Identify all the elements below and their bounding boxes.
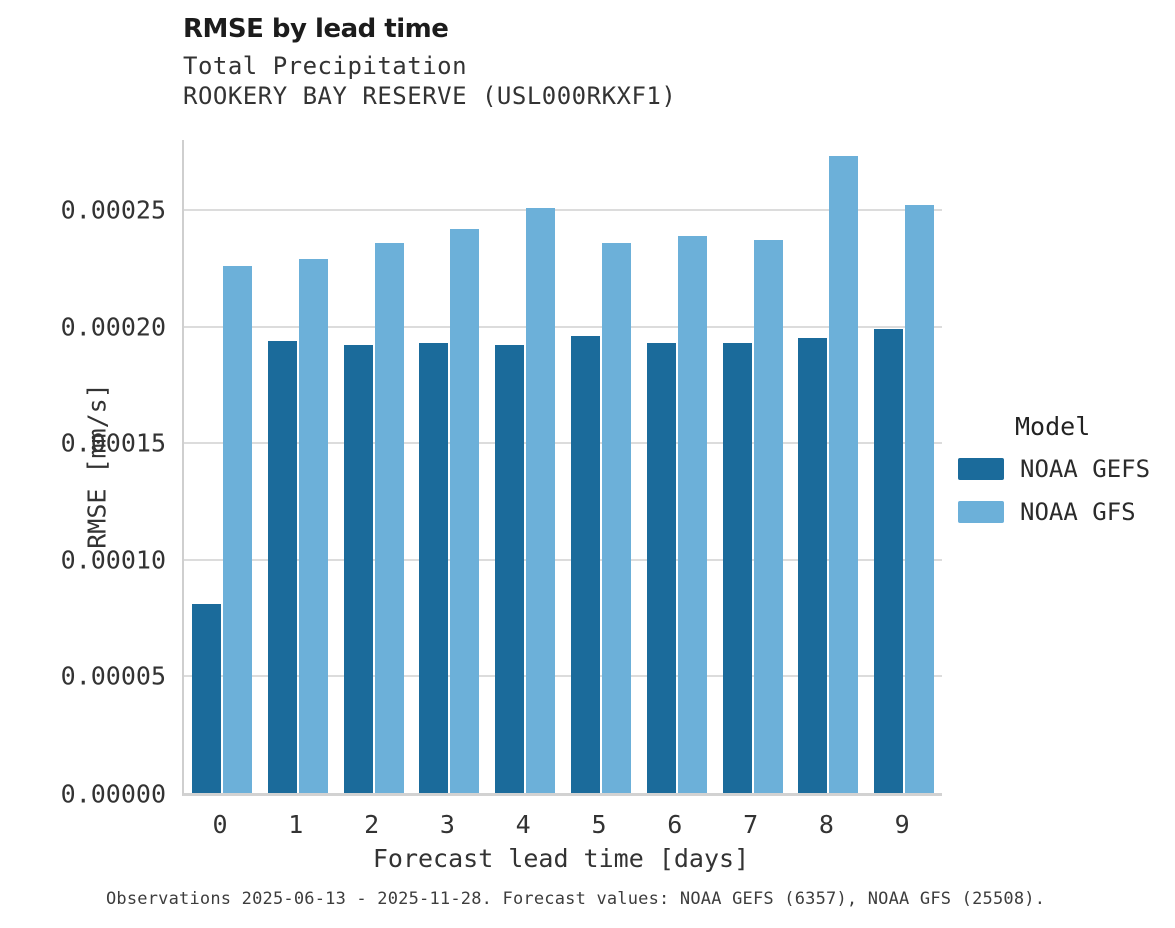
legend-label: NOAA GEFS xyxy=(1020,455,1151,483)
bar-noaa-gefs-day3 xyxy=(419,342,448,793)
legend-swatch-icon xyxy=(958,458,1004,480)
gridline-0.00020 xyxy=(184,325,942,328)
x-tick-label-8: 8 xyxy=(818,810,834,839)
bar-noaa-gfs-day4 xyxy=(526,207,555,793)
bar-noaa-gefs-day5 xyxy=(571,335,600,793)
bar-noaa-gefs-day1 xyxy=(268,340,297,793)
bar-noaa-gefs-day8 xyxy=(798,338,827,793)
x-tick-label-1: 1 xyxy=(288,810,304,839)
bar-noaa-gfs-day7 xyxy=(754,240,783,793)
legend-entry-noaa-gefs: NOAA GEFS xyxy=(958,455,1150,483)
y-axis-title: RMSE [mm/s] xyxy=(82,383,112,549)
bar-noaa-gfs-day6 xyxy=(678,235,707,793)
x-tick-label-6: 6 xyxy=(667,810,683,839)
bar-noaa-gefs-day2 xyxy=(344,345,373,793)
y-tick-label-0.00025: 0.00025 xyxy=(60,195,166,225)
chart-title: RMSE by lead time xyxy=(183,14,449,44)
bar-noaa-gefs-day6 xyxy=(647,342,676,793)
legend-title: Model xyxy=(1015,412,1091,441)
gridline-0.00025 xyxy=(184,208,942,211)
bar-noaa-gefs-day0 xyxy=(192,604,221,793)
x-tick-label-2: 2 xyxy=(364,810,380,839)
x-axis-title: Forecast lead time [days] xyxy=(372,844,750,873)
bar-noaa-gfs-day3 xyxy=(450,228,479,793)
x-tick-label-3: 3 xyxy=(439,810,455,839)
legend-label: NOAA GFS xyxy=(1020,498,1136,526)
bar-noaa-gfs-day2 xyxy=(375,242,404,793)
x-tick-label-5: 5 xyxy=(591,810,607,839)
bar-noaa-gfs-day8 xyxy=(829,156,858,793)
x-tick-label-7: 7 xyxy=(743,810,759,839)
gridline-0.00005 xyxy=(184,675,942,678)
y-tick-label-0.00020: 0.00020 xyxy=(60,312,166,342)
bar-noaa-gfs-day0 xyxy=(223,265,252,793)
y-tick-label-0.00000: 0.00000 xyxy=(60,779,166,809)
x-tick-label-4: 4 xyxy=(515,810,531,839)
legend-swatch-icon xyxy=(958,501,1004,523)
figure-caption: Observations 2025-06-13 - 2025-11-28. Fo… xyxy=(106,889,1046,909)
gridline-0.00015 xyxy=(184,442,942,445)
bar-noaa-gfs-day1 xyxy=(299,258,328,793)
legend-entry-noaa-gfs: NOAA GFS xyxy=(958,498,1150,526)
chart-subtitle-station: ROOKERY BAY RESERVE (USL000RKXF1) xyxy=(183,82,677,110)
bar-noaa-gefs-day7 xyxy=(723,342,752,793)
bar-noaa-gfs-day5 xyxy=(602,242,631,793)
chart-subtitle-variable: Total Precipitation xyxy=(183,52,468,80)
legend: Model NOAA GEFS NOAA GFS xyxy=(958,412,1150,541)
x-tick-label-0: 0 xyxy=(212,810,228,839)
y-tick-label-0.00010: 0.00010 xyxy=(60,545,166,575)
bar-noaa-gefs-day9 xyxy=(874,328,903,793)
y-tick-label-0.00015: 0.00015 xyxy=(60,428,166,458)
plot-area xyxy=(182,140,942,796)
bar-noaa-gefs-day4 xyxy=(495,345,524,793)
gridline-0.00010 xyxy=(184,558,942,561)
y-tick-label-0.00005: 0.00005 xyxy=(60,661,166,691)
bar-noaa-gfs-day9 xyxy=(905,205,934,793)
x-tick-label-9: 9 xyxy=(894,810,910,839)
